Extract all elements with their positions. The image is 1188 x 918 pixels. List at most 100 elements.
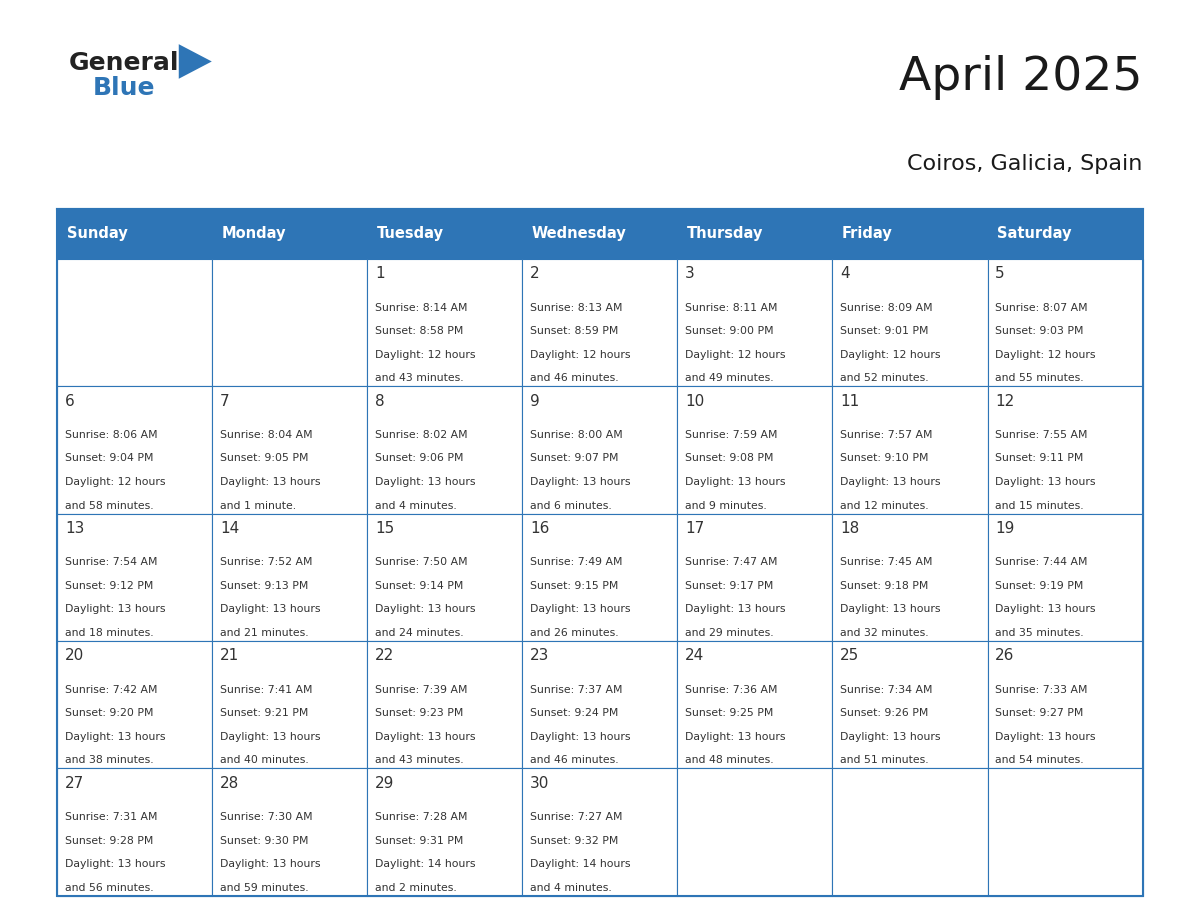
- Text: 6: 6: [65, 394, 75, 409]
- Text: Sunrise: 7:54 AM: Sunrise: 7:54 AM: [65, 557, 158, 567]
- Bar: [833, 259, 987, 386]
- Bar: [367, 641, 523, 768]
- Text: Monday: Monday: [222, 227, 286, 241]
- Bar: [987, 386, 1143, 513]
- Text: General: General: [69, 51, 179, 75]
- Bar: [523, 208, 677, 259]
- Bar: [57, 208, 1143, 896]
- Text: Daylight: 13 hours: Daylight: 13 hours: [65, 859, 165, 869]
- Text: 5: 5: [996, 266, 1005, 281]
- Text: Sunset: 9:31 PM: Sunset: 9:31 PM: [375, 835, 463, 845]
- Text: and 59 minutes.: and 59 minutes.: [220, 882, 309, 892]
- Text: Daylight: 12 hours: Daylight: 12 hours: [65, 477, 165, 487]
- Text: Sunset: 9:25 PM: Sunset: 9:25 PM: [685, 708, 773, 718]
- Text: Sunset: 9:27 PM: Sunset: 9:27 PM: [996, 708, 1083, 718]
- Text: 12: 12: [996, 394, 1015, 409]
- Text: 20: 20: [65, 648, 84, 663]
- Text: 26: 26: [996, 648, 1015, 663]
- Text: 19: 19: [996, 521, 1015, 536]
- Text: and 24 minutes.: and 24 minutes.: [375, 628, 463, 638]
- Text: Daylight: 12 hours: Daylight: 12 hours: [840, 350, 941, 360]
- Text: Daylight: 13 hours: Daylight: 13 hours: [375, 477, 475, 487]
- Text: Daylight: 13 hours: Daylight: 13 hours: [996, 604, 1095, 614]
- Text: Daylight: 13 hours: Daylight: 13 hours: [685, 604, 785, 614]
- Text: 14: 14: [220, 521, 239, 536]
- Text: April 2025: April 2025: [899, 55, 1143, 100]
- Text: Sunrise: 8:11 AM: Sunrise: 8:11 AM: [685, 303, 778, 312]
- Text: 10: 10: [685, 394, 704, 409]
- Bar: [523, 641, 677, 768]
- Text: Sunrise: 8:09 AM: Sunrise: 8:09 AM: [840, 303, 933, 312]
- Text: Sunrise: 7:44 AM: Sunrise: 7:44 AM: [996, 557, 1088, 567]
- Bar: [833, 208, 987, 259]
- Bar: [987, 208, 1143, 259]
- Text: Tuesday: Tuesday: [377, 227, 443, 241]
- Text: Sunrise: 7:39 AM: Sunrise: 7:39 AM: [375, 685, 468, 695]
- Bar: [677, 259, 833, 386]
- Bar: [523, 386, 677, 513]
- Bar: [523, 768, 677, 896]
- Bar: [367, 513, 523, 641]
- Bar: [677, 208, 833, 259]
- Text: and 52 minutes.: and 52 minutes.: [840, 374, 929, 383]
- Text: 7: 7: [220, 394, 229, 409]
- Text: 18: 18: [840, 521, 859, 536]
- Text: Sunrise: 7:31 AM: Sunrise: 7:31 AM: [65, 812, 158, 822]
- Bar: [987, 641, 1143, 768]
- Text: Sunrise: 8:04 AM: Sunrise: 8:04 AM: [220, 430, 312, 440]
- Text: Sunrise: 7:33 AM: Sunrise: 7:33 AM: [996, 685, 1088, 695]
- Bar: [677, 768, 833, 896]
- Text: Sunset: 9:19 PM: Sunset: 9:19 PM: [996, 581, 1083, 591]
- Text: and 1 minute.: and 1 minute.: [220, 500, 296, 510]
- Text: and 2 minutes.: and 2 minutes.: [375, 882, 457, 892]
- Bar: [833, 768, 987, 896]
- Text: 27: 27: [65, 776, 84, 790]
- Text: and 35 minutes.: and 35 minutes.: [996, 628, 1083, 638]
- Bar: [57, 641, 213, 768]
- Text: Sunrise: 7:57 AM: Sunrise: 7:57 AM: [840, 430, 933, 440]
- Text: Daylight: 13 hours: Daylight: 13 hours: [530, 604, 631, 614]
- Text: Sunset: 9:24 PM: Sunset: 9:24 PM: [530, 708, 619, 718]
- Text: and 46 minutes.: and 46 minutes.: [530, 756, 619, 766]
- Text: 16: 16: [530, 521, 550, 536]
- Text: and 21 minutes.: and 21 minutes.: [220, 628, 309, 638]
- Text: Sunrise: 7:37 AM: Sunrise: 7:37 AM: [530, 685, 623, 695]
- Text: Sunset: 9:01 PM: Sunset: 9:01 PM: [840, 326, 929, 336]
- Text: 1: 1: [375, 266, 385, 281]
- Text: Sunrise: 7:42 AM: Sunrise: 7:42 AM: [65, 685, 158, 695]
- Text: and 58 minutes.: and 58 minutes.: [65, 500, 153, 510]
- Text: 23: 23: [530, 648, 550, 663]
- Text: Sunset: 9:32 PM: Sunset: 9:32 PM: [530, 835, 619, 845]
- Text: Daylight: 13 hours: Daylight: 13 hours: [530, 732, 631, 742]
- Text: Sunrise: 7:45 AM: Sunrise: 7:45 AM: [840, 557, 933, 567]
- Text: Daylight: 13 hours: Daylight: 13 hours: [685, 732, 785, 742]
- Text: Daylight: 13 hours: Daylight: 13 hours: [685, 477, 785, 487]
- Text: Sunrise: 7:30 AM: Sunrise: 7:30 AM: [220, 812, 312, 822]
- Text: 8: 8: [375, 394, 385, 409]
- Text: 15: 15: [375, 521, 394, 536]
- Text: 4: 4: [840, 266, 849, 281]
- Text: 22: 22: [375, 648, 394, 663]
- Text: Daylight: 14 hours: Daylight: 14 hours: [530, 859, 631, 869]
- Bar: [833, 513, 987, 641]
- Text: Daylight: 13 hours: Daylight: 13 hours: [220, 859, 321, 869]
- Text: Daylight: 13 hours: Daylight: 13 hours: [220, 477, 321, 487]
- Bar: [833, 386, 987, 513]
- Bar: [213, 768, 367, 896]
- Text: Sunrise: 7:36 AM: Sunrise: 7:36 AM: [685, 685, 778, 695]
- Text: Sunrise: 7:28 AM: Sunrise: 7:28 AM: [375, 812, 468, 822]
- Text: Sunset: 9:06 PM: Sunset: 9:06 PM: [375, 453, 463, 464]
- Text: Daylight: 13 hours: Daylight: 13 hours: [530, 477, 631, 487]
- Bar: [213, 208, 367, 259]
- Bar: [213, 513, 367, 641]
- Text: Sunset: 8:59 PM: Sunset: 8:59 PM: [530, 326, 619, 336]
- Text: 30: 30: [530, 776, 550, 790]
- Text: and 43 minutes.: and 43 minutes.: [375, 374, 463, 383]
- Text: Sunrise: 7:50 AM: Sunrise: 7:50 AM: [375, 557, 468, 567]
- Text: 13: 13: [65, 521, 84, 536]
- Text: and 55 minutes.: and 55 minutes.: [996, 374, 1083, 383]
- Text: 9: 9: [530, 394, 539, 409]
- Bar: [367, 768, 523, 896]
- Bar: [677, 386, 833, 513]
- Text: Sunset: 9:30 PM: Sunset: 9:30 PM: [220, 835, 309, 845]
